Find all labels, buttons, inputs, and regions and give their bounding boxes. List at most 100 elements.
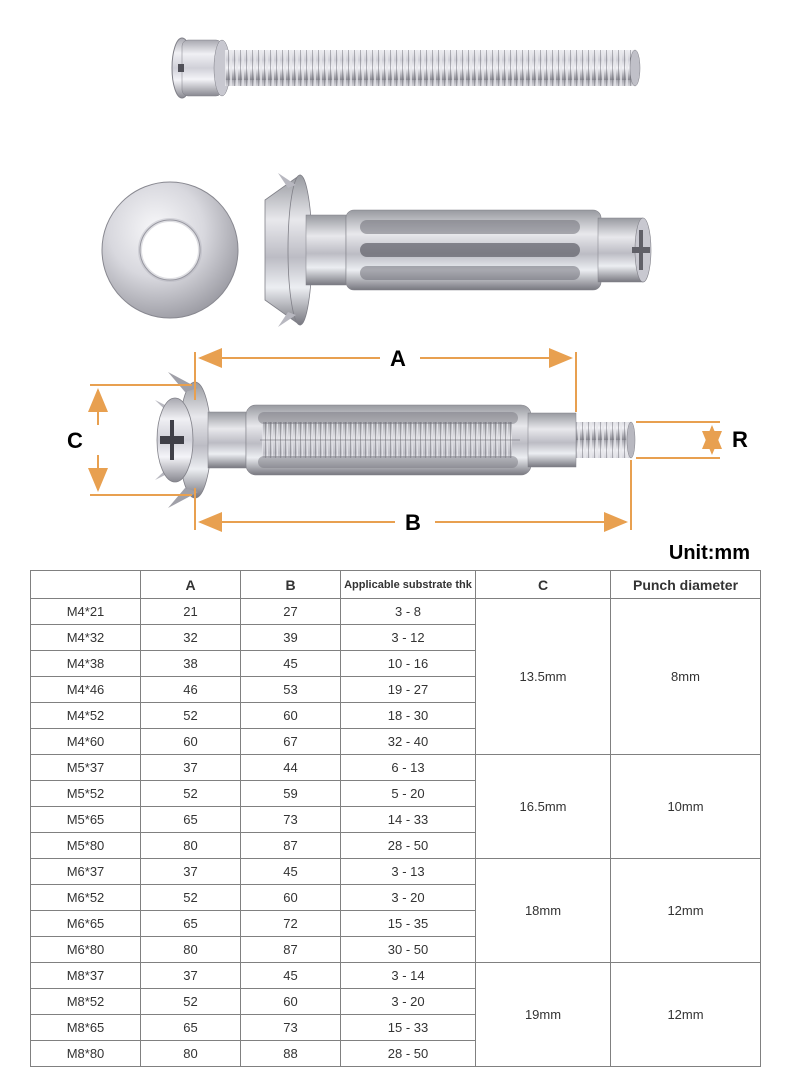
cell-a: 52	[141, 989, 241, 1015]
table-row: M8*3737453 - 1419mm12mm	[31, 963, 761, 989]
header-a: A	[141, 571, 241, 599]
cell-a: 80	[141, 1041, 241, 1067]
cell-b: 44	[241, 755, 341, 781]
anchor-sleeve-illustration	[265, 173, 651, 327]
cell-a: 52	[141, 885, 241, 911]
cell-b: 73	[241, 807, 341, 833]
cell-b: 45	[241, 963, 341, 989]
cell-thk: 15 - 33	[341, 1015, 476, 1041]
cell-a: 46	[141, 677, 241, 703]
cell-name: M4*46	[31, 677, 141, 703]
cell-b: 27	[241, 599, 341, 625]
cell-b: 87	[241, 937, 341, 963]
cell-thk: 19 - 27	[341, 677, 476, 703]
cell-name: M4*52	[31, 703, 141, 729]
cell-thk: 15 - 35	[341, 911, 476, 937]
table-body: M4*2121273 - 813.5mm8mmM4*3232393 - 12M4…	[31, 599, 761, 1067]
cell-name: M6*37	[31, 859, 141, 885]
cell-a: 60	[141, 729, 241, 755]
bolt-illustration	[172, 38, 640, 98]
cell-name: M8*80	[31, 1041, 141, 1067]
cell-b: 53	[241, 677, 341, 703]
cell-b: 59	[241, 781, 341, 807]
cell-name: M6*65	[31, 911, 141, 937]
cell-b: 39	[241, 625, 341, 651]
dim-label-b: B	[405, 510, 421, 535]
cell-name: M6*80	[31, 937, 141, 963]
cell-name: M5*37	[31, 755, 141, 781]
dim-label-r: R	[732, 427, 748, 452]
cell-name: M4*21	[31, 599, 141, 625]
cell-b: 60	[241, 885, 341, 911]
cell-pd: 8mm	[611, 599, 761, 755]
unit-label: Unit:mm	[669, 542, 750, 565]
cell-thk: 3 - 8	[341, 599, 476, 625]
cell-thk: 3 - 14	[341, 963, 476, 989]
spec-table-wrap: A B Applicable substrate thk C Punch dia…	[30, 570, 760, 1067]
cell-pd: 12mm	[611, 963, 761, 1067]
header-c: C	[476, 571, 611, 599]
cell-c: 16.5mm	[476, 755, 611, 859]
dim-label-a: A	[390, 346, 406, 371]
diagram-area: A B C R	[0, 0, 790, 540]
cell-b: 45	[241, 859, 341, 885]
cell-a: 65	[141, 807, 241, 833]
cell-thk: 3 - 12	[341, 625, 476, 651]
cell-name: M4*60	[31, 729, 141, 755]
cell-b: 45	[241, 651, 341, 677]
cell-name: M8*52	[31, 989, 141, 1015]
cell-thk: 18 - 30	[341, 703, 476, 729]
header-pd: Punch diameter	[611, 571, 761, 599]
assembled-anchor-illustration	[155, 372, 635, 508]
cell-thk: 30 - 50	[341, 937, 476, 963]
cell-a: 80	[141, 937, 241, 963]
cell-name: M8*65	[31, 1015, 141, 1041]
cell-a: 38	[141, 651, 241, 677]
cell-name: M8*37	[31, 963, 141, 989]
table-row: M6*3737453 - 1318mm12mm	[31, 859, 761, 885]
cell-a: 37	[141, 755, 241, 781]
cell-b: 60	[241, 989, 341, 1015]
cell-name: M5*52	[31, 781, 141, 807]
cell-thk: 5 - 20	[341, 781, 476, 807]
cell-c: 19mm	[476, 963, 611, 1067]
cell-b: 88	[241, 1041, 341, 1067]
cell-b: 60	[241, 703, 341, 729]
cell-a: 65	[141, 1015, 241, 1041]
spec-table: A B Applicable substrate thk C Punch dia…	[30, 570, 761, 1067]
table-row: M4*2121273 - 813.5mm8mm	[31, 599, 761, 625]
cell-name: M4*32	[31, 625, 141, 651]
header-thk: Applicable substrate thk	[341, 571, 476, 599]
cell-a: 32	[141, 625, 241, 651]
cell-name: M6*52	[31, 885, 141, 911]
cell-name: M4*38	[31, 651, 141, 677]
dim-label-c: C	[67, 428, 83, 453]
cell-a: 52	[141, 703, 241, 729]
cell-a: 52	[141, 781, 241, 807]
cell-b: 67	[241, 729, 341, 755]
cell-a: 21	[141, 599, 241, 625]
table-row: M5*3737446 - 1316.5mm10mm	[31, 755, 761, 781]
cell-a: 37	[141, 859, 241, 885]
cell-thk: 14 - 33	[341, 807, 476, 833]
cell-thk: 6 - 13	[341, 755, 476, 781]
cell-pd: 12mm	[611, 859, 761, 963]
cell-pd: 10mm	[611, 755, 761, 859]
cell-b: 73	[241, 1015, 341, 1041]
cell-a: 80	[141, 833, 241, 859]
cell-thk: 28 - 50	[341, 1041, 476, 1067]
cell-a: 65	[141, 911, 241, 937]
cell-thk: 10 - 16	[341, 651, 476, 677]
cell-thk: 28 - 50	[341, 833, 476, 859]
header-b: B	[241, 571, 341, 599]
cell-thk: 3 - 20	[341, 885, 476, 911]
cell-c: 13.5mm	[476, 599, 611, 755]
washer-illustration	[102, 182, 238, 318]
cell-name: M5*80	[31, 833, 141, 859]
cell-b: 72	[241, 911, 341, 937]
cell-name: M5*65	[31, 807, 141, 833]
cell-c: 18mm	[476, 859, 611, 963]
diagram-svg: A B C R	[0, 0, 790, 540]
cell-thk: 3 - 20	[341, 989, 476, 1015]
cell-thk: 3 - 13	[341, 859, 476, 885]
